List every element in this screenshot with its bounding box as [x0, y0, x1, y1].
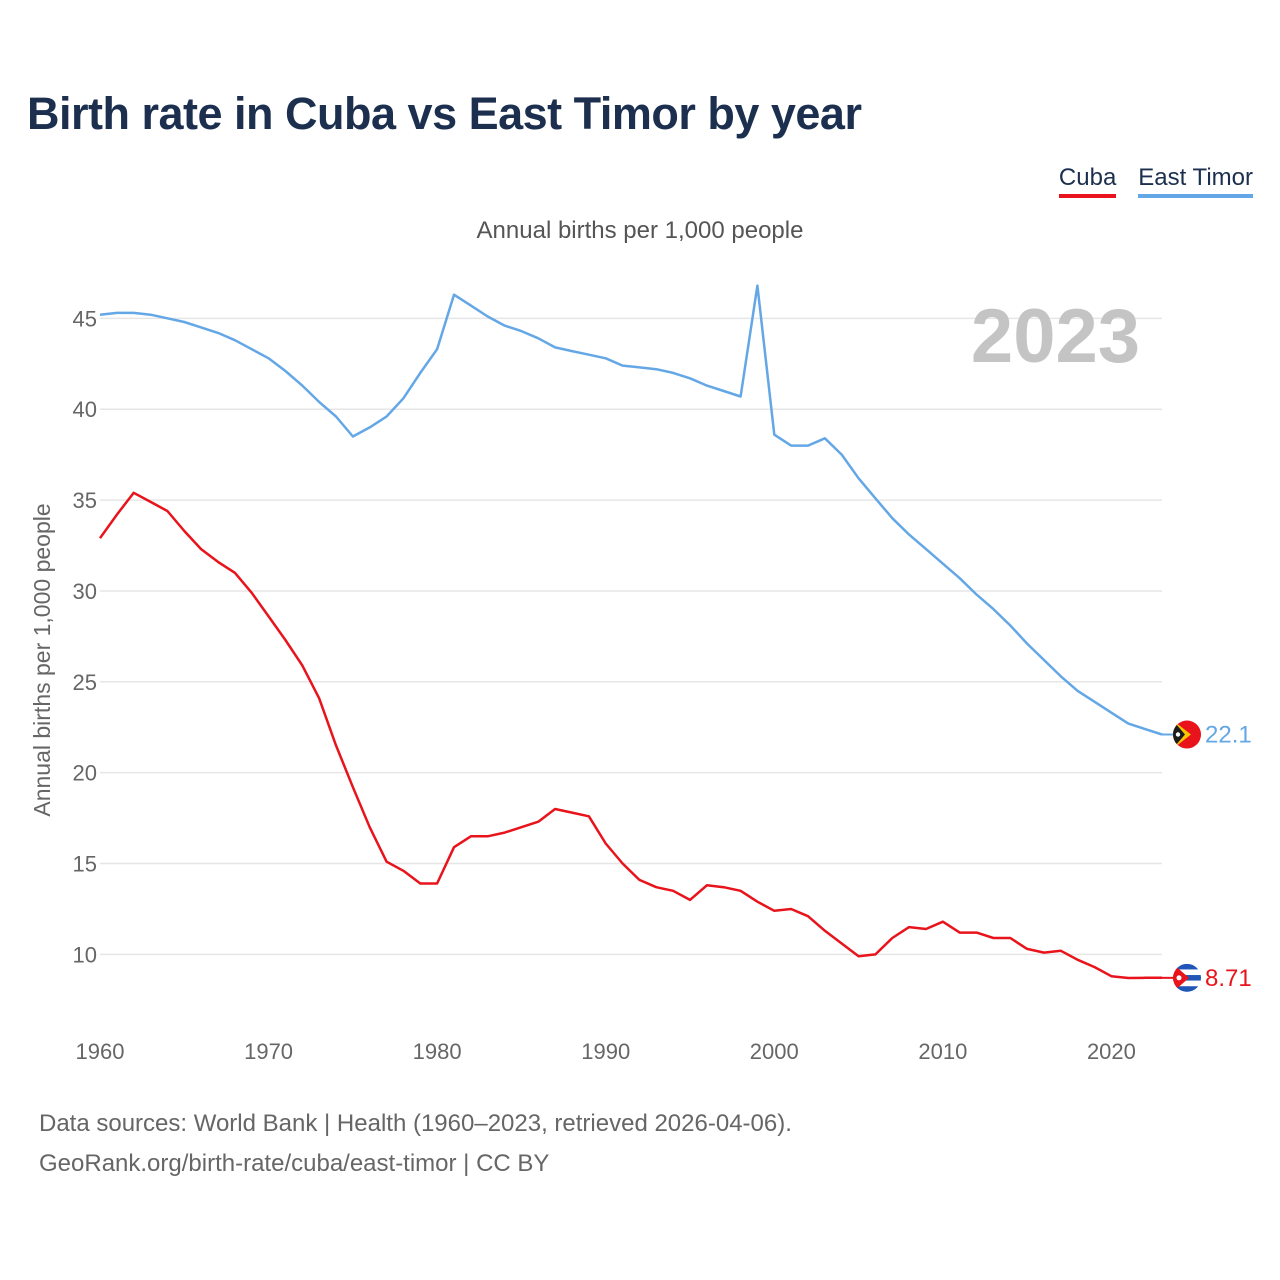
y-tick-label-30: 30	[73, 579, 97, 604]
y-tick-label-10: 10	[73, 942, 97, 967]
x-tick-label-2020: 2020	[1087, 1039, 1136, 1064]
y-tick-label-45: 45	[73, 306, 97, 331]
chart-title: Birth rate in Cuba vs East Timor by year	[27, 88, 862, 139]
end-value-label-cuba: 8.71	[1205, 965, 1252, 992]
y-tick-label-35: 35	[73, 488, 97, 513]
x-tick-label-1980: 1980	[413, 1039, 462, 1064]
end-value-label-east-timor: 22.1	[1205, 722, 1252, 749]
chart-subtitle: Annual births per 1,000 people	[476, 217, 804, 244]
legend-swatch-east-timor	[1138, 194, 1253, 198]
legend-label-east-timor: East Timor	[1138, 164, 1253, 191]
legend-item-east-timor[interactable]: East Timor	[1138, 164, 1253, 198]
footer-link[interactable]: GeoRank.org/birth-rate/cuba/east-timor |…	[39, 1144, 792, 1184]
x-tick-label-1960: 1960	[76, 1039, 125, 1064]
east-timor-flag-icon	[1173, 720, 1201, 749]
footer: Data sources: World Bank | Health (1960–…	[39, 1104, 792, 1184]
y-tick-label-40: 40	[73, 397, 97, 422]
x-tick-label-1990: 1990	[581, 1039, 630, 1064]
footer-link-text[interactable]: GeoRank.org/birth-rate/cuba/east-timor |…	[39, 1150, 550, 1177]
y-tick-label-25: 25	[73, 670, 97, 695]
y-tick-label-15: 15	[73, 852, 97, 877]
series-line-cuba	[98, 491, 1162, 980]
x-tick-label-2000: 2000	[750, 1039, 799, 1064]
y-tick-label-20: 20	[73, 761, 97, 786]
footer-sources: Data sources: World Bank | Health (1960–…	[39, 1110, 792, 1137]
y-axis-label: Annual births per 1,000 people	[29, 503, 55, 816]
legend-swatch-cuba	[1058, 194, 1117, 198]
x-tick-label-2010: 2010	[918, 1039, 967, 1064]
year-badge: 2023	[971, 294, 1140, 379]
legend-item-cuba[interactable]: Cuba	[1058, 164, 1117, 198]
legend-label-cuba: Cuba	[1058, 164, 1117, 191]
series-line-east-timor	[99, 284, 1163, 736]
x-tick-label-1970: 1970	[244, 1039, 293, 1064]
legend: Cuba East Timor	[1058, 164, 1253, 198]
cuba-flag-icon	[1173, 963, 1201, 992]
